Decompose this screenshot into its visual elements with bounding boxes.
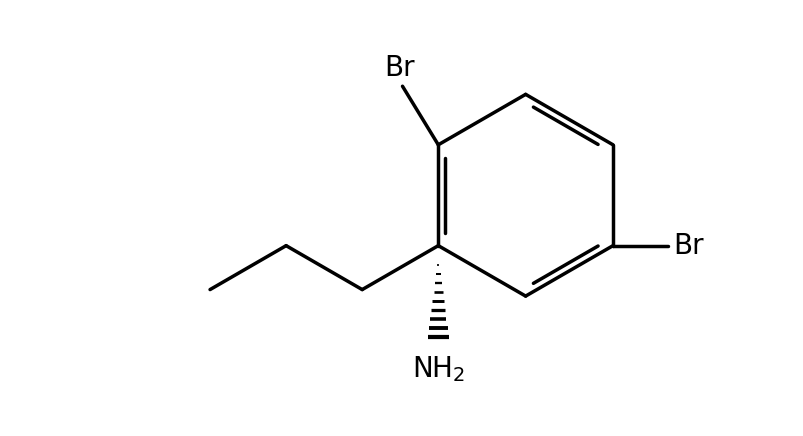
Text: NH$_2$: NH$_2$ (411, 354, 464, 384)
Text: Br: Br (673, 232, 703, 260)
Text: Br: Br (384, 54, 414, 82)
